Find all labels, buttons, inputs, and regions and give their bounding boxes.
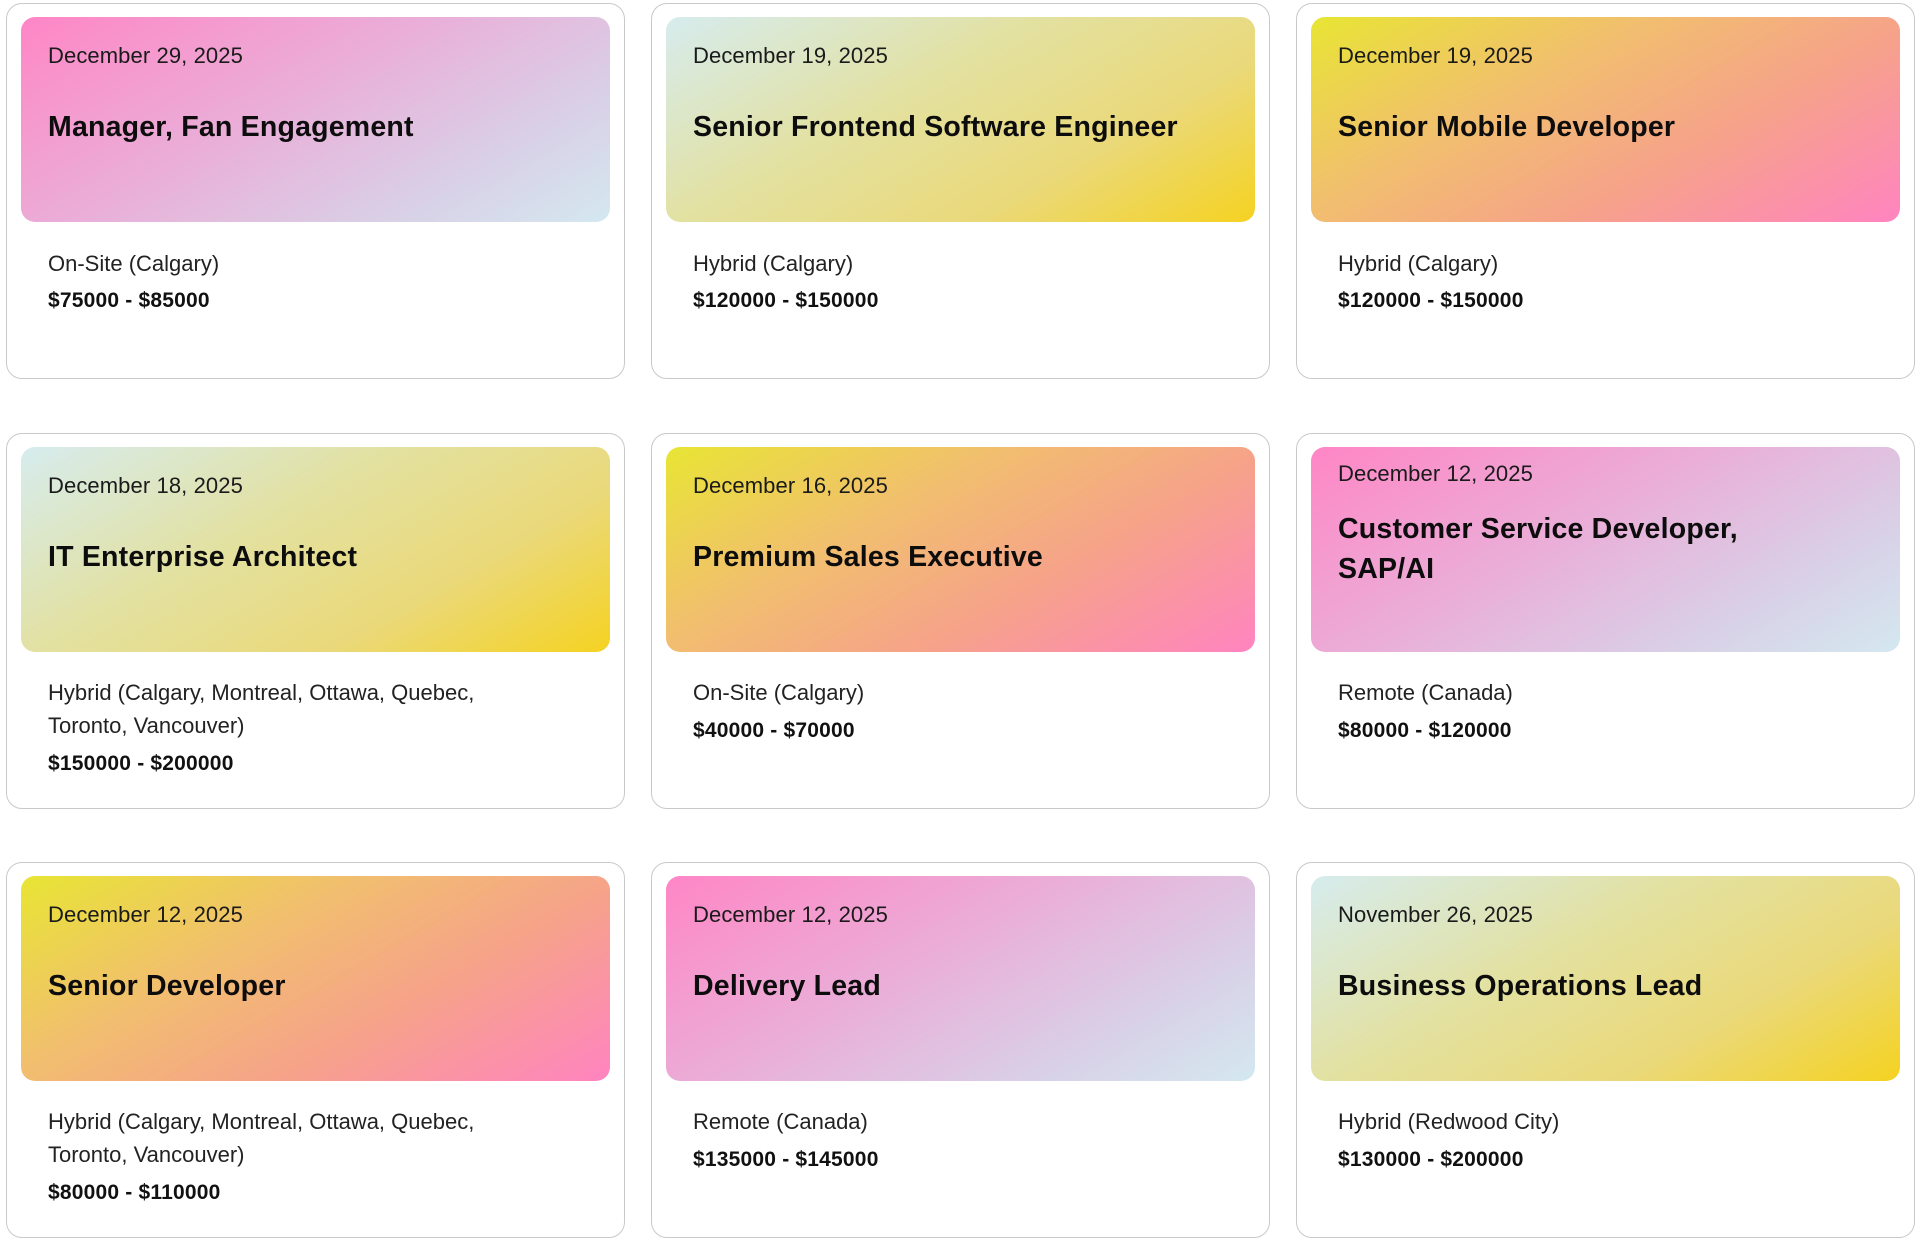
job-location: Hybrid (Redwood City) [1338, 1109, 1560, 1134]
job-location: Hybrid (Calgary, Montreal, Ottawa, Quebe… [48, 1109, 475, 1167]
job-location: Remote (Canada) [1338, 680, 1513, 705]
job-title: Senior Mobile Developer [1338, 111, 1676, 143]
job-card[interactable]: December 19, 2025 Senior Mobile Develope… [1296, 3, 1915, 379]
job-title: Business Operations Lead [1338, 970, 1703, 1002]
salary-range: $120000 - $150000 [1338, 289, 1524, 312]
job-card[interactable]: December 19, 2025 Senior Frontend Softwa… [651, 3, 1270, 379]
job-card[interactable]: December 12, 2025 Customer Service Devel… [1296, 433, 1915, 809]
posted-date: December 12, 2025 [1338, 461, 1533, 486]
salary-range: $80000 - $110000 [48, 1181, 221, 1204]
job-card-banner: December 18, 2025 IT Enterprise Architec… [21, 447, 610, 652]
job-title: Senior Developer [48, 970, 286, 1002]
job-location: On-Site (Calgary) [693, 680, 865, 705]
job-card-banner: December 12, 2025 Senior Developer [21, 876, 610, 1081]
job-card[interactable]: December 12, 2025 Senior Developer Hybri… [6, 862, 625, 1238]
salary-range: $80000 - $120000 [1338, 719, 1512, 742]
posted-date: December 12, 2025 [693, 902, 888, 927]
posted-date: December 19, 2025 [1338, 43, 1533, 68]
job-title: Delivery Lead [693, 970, 881, 1002]
job-location: Remote (Canada) [693, 1109, 868, 1134]
job-card[interactable]: December 29, 2025 Manager, Fan Engagemen… [6, 3, 625, 379]
job-location: Hybrid (Calgary, Montreal, Ottawa, Quebe… [48, 680, 475, 738]
job-title: IT Enterprise Architect [48, 541, 358, 573]
job-card[interactable]: December 16, 2025 Premium Sales Executiv… [651, 433, 1270, 809]
salary-range: $120000 - $150000 [693, 289, 879, 312]
posted-date: December 29, 2025 [48, 43, 243, 68]
posted-date: December 19, 2025 [693, 43, 888, 68]
job-card-banner: December 29, 2025 Manager, Fan Engagemen… [21, 17, 610, 222]
job-card-banner: December 19, 2025 Senior Mobile Develope… [1311, 17, 1900, 222]
salary-range: $75000 - $85000 [48, 289, 210, 312]
posted-date: December 16, 2025 [693, 473, 888, 498]
salary-range: $40000 - $70000 [693, 719, 855, 742]
job-title: Senior Frontend Software Engineer [693, 111, 1178, 143]
job-location: Hybrid (Calgary) [1338, 251, 1499, 276]
job-title: Premium Sales Executive [693, 541, 1043, 573]
job-location: On-Site (Calgary) [48, 251, 220, 276]
job-title: Manager, Fan Engagement [48, 111, 414, 143]
salary-range: $130000 - $200000 [1338, 1148, 1524, 1171]
salary-range: $150000 - $200000 [48, 752, 234, 775]
job-card-banner: December 12, 2025 Customer Service Devel… [1311, 447, 1900, 652]
job-card[interactable]: December 18, 2025 IT Enterprise Architec… [6, 433, 625, 809]
posted-date: December 18, 2025 [48, 473, 243, 498]
job-card-banner: December 16, 2025 Premium Sales Executiv… [666, 447, 1255, 652]
job-title: Customer Service Developer, SAP/AI [1338, 513, 1738, 585]
job-card-banner: December 12, 2025 Delivery Lead [666, 876, 1255, 1081]
salary-range: $135000 - $145000 [693, 1148, 879, 1171]
posted-date: December 12, 2025 [48, 902, 243, 927]
job-card-banner: November 26, 2025 Business Operations Le… [1311, 876, 1900, 1081]
job-card[interactable]: November 26, 2025 Business Operations Le… [1296, 862, 1915, 1238]
posted-date: November 26, 2025 [1338, 902, 1533, 927]
job-card-banner: December 19, 2025 Senior Frontend Softwa… [666, 17, 1255, 222]
job-location: Hybrid (Calgary) [693, 251, 854, 276]
job-card[interactable]: December 12, 2025 Delivery Lead Remote (… [651, 862, 1270, 1238]
